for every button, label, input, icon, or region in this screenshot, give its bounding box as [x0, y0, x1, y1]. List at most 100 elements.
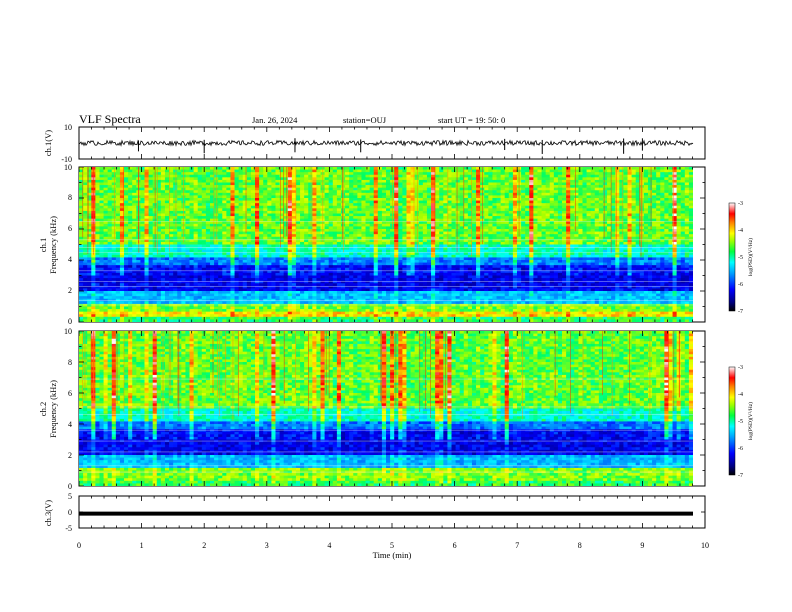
- spectrogram-cell: [422, 203, 428, 207]
- spectrogram-cell: [230, 172, 235, 176]
- spectrogram-cell: [271, 223, 276, 227]
- spectrogram-cell: [83, 223, 88, 227]
- spectrogram-cell: [144, 208, 149, 212]
- spectrogram-cell: [304, 192, 309, 196]
- spectrogram-cell: [431, 198, 436, 201]
- spectrogram-cell: [586, 177, 592, 181]
- spectrogram-cell: [607, 218, 612, 222]
- spectrogram-cell: [586, 190, 592, 194]
- spectrogram-cell: [476, 226, 481, 230]
- spectrogram-cell: [553, 190, 559, 194]
- spectrogram-cell: [611, 203, 616, 207]
- spectrogram-cell: [308, 177, 313, 181]
- spectrogram-cell: [144, 231, 149, 235]
- spectrogram-cell: [128, 200, 133, 204]
- spectrogram-cell: [541, 221, 547, 225]
- spectrogram-cell: [492, 192, 497, 196]
- spectrogram-cell: [132, 213, 137, 217]
- spectrogram-cell: [214, 244, 219, 248]
- spectrogram-cell: [381, 192, 387, 196]
- spectrogram-cell: [83, 192, 88, 196]
- spectrogram-cell: [361, 239, 366, 243]
- spectrogram-cell: [426, 218, 432, 222]
- spectrogram-cell: [684, 218, 690, 222]
- spectrogram-cell: [373, 169, 379, 173]
- spectrogram-cell: [611, 208, 616, 212]
- spectrogram-cell: [537, 174, 542, 178]
- spectrogram-cell: [406, 190, 411, 194]
- spectrogram-cell: [95, 182, 100, 186]
- spectrogram-cell: [373, 216, 379, 220]
- spectrogram-cell: [488, 205, 493, 209]
- spectrogram-cell: [418, 236, 424, 240]
- spectrogram-cell: [255, 200, 260, 204]
- spectrogram-cell: [295, 198, 301, 201]
- spectrogram-cell: [426, 241, 432, 245]
- spectrogram-cell: [635, 231, 641, 235]
- spectrogram-cell: [353, 179, 358, 183]
- spectrogram-cell: [660, 185, 665, 189]
- spectrogram-cell: [283, 167, 289, 170]
- spectrogram-cell: [353, 200, 358, 204]
- spectrogram-cell: [484, 229, 489, 232]
- spectrogram-cell: [177, 252, 182, 256]
- spectrogram-cell: [304, 231, 309, 235]
- spectrogram-cell: [619, 179, 624, 183]
- spectrogram-cell: [177, 169, 182, 173]
- spectrogram-cell: [602, 239, 608, 243]
- spectrogram-cell: [132, 185, 137, 189]
- spectrogram-cell: [287, 218, 293, 222]
- spectrogram-cell: [267, 195, 272, 199]
- spectrogram-cell: [316, 198, 321, 201]
- spectrogram-cell: [435, 223, 440, 227]
- spectrogram-cell: [394, 221, 399, 225]
- spectrogram-cell: [263, 249, 268, 253]
- spectrogram-cell: [214, 179, 219, 183]
- spectrogram-cell: [443, 172, 448, 176]
- spectrogram-cell: [197, 192, 203, 196]
- spectrogram-cell: [660, 216, 665, 220]
- spectrogram-cell: [476, 205, 481, 209]
- spectrogram-cell: [148, 252, 154, 256]
- spectrogram-cell: [549, 203, 555, 207]
- spectrogram-cell: [189, 234, 195, 238]
- spectrogram-cell: [496, 187, 502, 191]
- spectrogram-cell: [471, 200, 477, 204]
- spectrogram-cell: [398, 223, 403, 227]
- spectrogram-cell: [205, 169, 211, 173]
- spectrogram-cell: [562, 244, 567, 248]
- spectrogram-cell: [83, 221, 88, 225]
- spectrogram-cell: [668, 236, 673, 240]
- spectrogram-cell: [525, 190, 530, 194]
- spectrogram-cell: [414, 205, 420, 209]
- spectrogram-cell: [345, 185, 350, 189]
- spectrogram-cell: [672, 221, 678, 225]
- spectrogram-cell: [119, 179, 125, 183]
- spectrogram-cell: [242, 241, 248, 245]
- spectrogram-cell: [574, 226, 579, 230]
- spectrogram-cell: [111, 182, 117, 186]
- spectrogram-cell: [684, 203, 690, 207]
- spectrogram-cell: [132, 210, 137, 214]
- spectrogram-cell: [582, 195, 587, 199]
- spectrogram-cell: [447, 210, 452, 214]
- spectrogram-cell: [684, 226, 690, 230]
- spectrogram-cell: [373, 236, 379, 240]
- spectrogram-cell: [128, 252, 133, 256]
- spectrogram-cell: [508, 221, 514, 225]
- spectrogram-cell: [246, 221, 252, 225]
- spectrogram-cell: [214, 231, 219, 235]
- spectrogram-cell: [95, 205, 100, 209]
- spectrogram-cell: [426, 203, 432, 207]
- spectrogram-cell: [83, 195, 88, 199]
- spectrogram-cell: [582, 190, 587, 194]
- spectrogram-cell: [107, 195, 113, 199]
- spectrogram-cell: [128, 203, 133, 207]
- spectrogram-cell: [402, 205, 407, 209]
- spectrogram-cell: [209, 231, 215, 235]
- spectrogram-cell: [246, 179, 252, 183]
- spectrogram-cell: [611, 210, 616, 214]
- spectrogram-cell: [578, 223, 583, 227]
- spectrogram-cell: [287, 239, 293, 243]
- spectrogram-cell: [271, 169, 276, 173]
